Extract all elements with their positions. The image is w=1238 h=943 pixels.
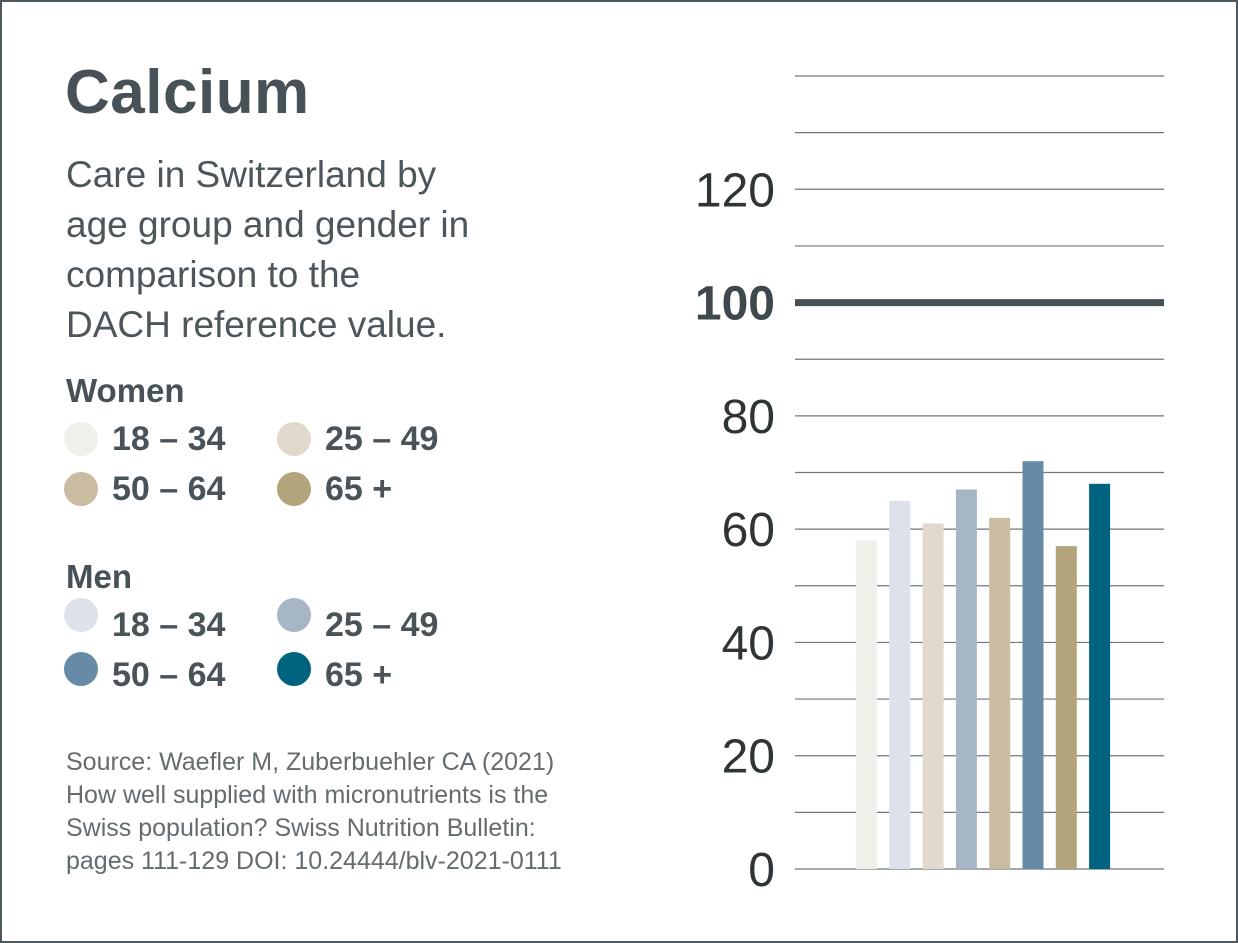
legend-label: 18 – 34 [112, 420, 226, 458]
y-tick-label: 40 [722, 617, 775, 670]
legend-label: 18 – 34 [112, 606, 226, 644]
legend-swatch [277, 652, 311, 686]
source-line: pages 111-129 DOI: 10.24444/blv-2021-011… [66, 847, 562, 875]
bar [856, 540, 877, 869]
legend-swatch [64, 598, 98, 632]
source-line: Swiss population? Swiss Nutrition Bullet… [66, 814, 536, 842]
legend-women-heading: Women [66, 372, 185, 409]
y-tick-label: 80 [722, 391, 775, 444]
legend-item-men-65-plus: 65 + [277, 652, 392, 692]
legend-item-men-18-34: 18 – 34 [64, 598, 225, 642]
legend-swatch [64, 472, 98, 506]
y-tick-labels: 0 20 40 60 80 100 120 [695, 164, 775, 897]
bar [889, 500, 911, 869]
legend-label: 25 – 49 [325, 606, 439, 644]
source-line: How well supplied with micronutrients is… [66, 781, 549, 809]
legend-swatch [277, 472, 311, 506]
subtitle-line: Care in Switzerland by [66, 154, 437, 195]
legend-swatch [277, 422, 311, 456]
legend-item-women-50-64: 50 – 64 [64, 472, 225, 506]
source-line: Source: Waefler M, Zuberbuehler CA (2021… [66, 748, 555, 776]
legend-swatch [64, 652, 98, 686]
y-tick-label: 120 [695, 164, 775, 217]
legend-men-heading: Men [66, 558, 132, 595]
bar [1055, 546, 1077, 869]
source-citation: Source: Waefler M, Zuberbuehler CA (2021… [66, 746, 666, 878]
legend-swatch [277, 598, 311, 632]
legend-label: 50 – 64 [112, 470, 226, 508]
subtitle-line: comparison to the [66, 254, 361, 295]
y-tick-label: 0 [748, 844, 775, 897]
bar [922, 523, 944, 869]
y-tick-label: 60 [722, 504, 775, 557]
bar [989, 517, 1011, 869]
legend-item-women-25-49: 25 – 49 [277, 422, 438, 456]
legend-label: 25 – 49 [325, 420, 439, 458]
legend-label: 65 + [325, 470, 393, 508]
subtitle-line: DACH reference value. [66, 304, 447, 345]
y-tick-label: 100 [695, 278, 775, 331]
bar [1089, 483, 1111, 869]
legend-label: 65 + [325, 656, 393, 694]
bar [955, 489, 977, 869]
legend-item-men-25-49: 25 – 49 [277, 598, 438, 642]
subtitle-line: age group and gender in [66, 204, 470, 245]
bars [856, 461, 1111, 869]
legend-item-women-65-plus: 65 + [277, 472, 392, 506]
chart-subtitle: Care in Switzerland by age group and gen… [66, 150, 536, 350]
bar [1022, 461, 1044, 869]
legend-item-women-18-34: 18 – 34 [64, 422, 225, 456]
chart-title: Calcium [65, 58, 310, 127]
legend-label: 50 – 64 [112, 656, 226, 694]
y-tick-label: 20 [722, 731, 775, 784]
legend-item-men-50-64: 50 – 64 [64, 652, 225, 692]
legend-swatch [64, 422, 98, 456]
